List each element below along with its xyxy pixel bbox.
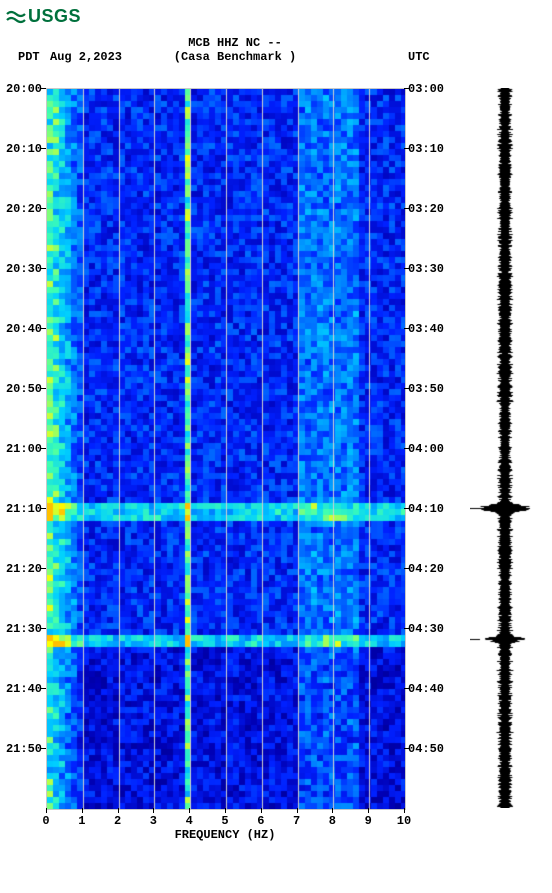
x-tick: [46, 808, 47, 813]
time-label-pdt: 21:30: [0, 622, 46, 636]
station-code: MCB HHZ NC --: [0, 36, 470, 50]
x-tick-label: 9: [353, 814, 383, 828]
usgs-logo-text: USGS: [28, 6, 81, 27]
y-tick: [404, 568, 409, 569]
y-tick: [404, 148, 409, 149]
x-tick: [261, 808, 262, 813]
x-tick: [404, 808, 405, 813]
y-tick: [41, 88, 46, 89]
x-tick: [368, 808, 369, 813]
time-label-utc: 04:20: [404, 562, 450, 576]
y-tick: [404, 208, 409, 209]
time-label-pdt: 21:00: [0, 442, 46, 456]
timezone-right: UTC: [408, 50, 430, 64]
spectrogram-canvas: [47, 89, 405, 809]
time-label-pdt: 21:50: [0, 742, 46, 756]
x-tick: [82, 808, 83, 813]
x-tick-label: 3: [138, 814, 168, 828]
x-tick-label: 4: [174, 814, 204, 828]
time-label-pdt: 21:20: [0, 562, 46, 576]
y-tick: [41, 208, 46, 209]
y-tick: [41, 508, 46, 509]
time-label-pdt: 20:30: [0, 262, 46, 276]
time-label-pdt: 20:50: [0, 382, 46, 396]
y-tick: [404, 268, 409, 269]
x-tick-label: 10: [389, 814, 419, 828]
time-label-utc: 03:20: [404, 202, 450, 216]
time-label-pdt: 21:10: [0, 502, 46, 516]
time-label-pdt: 20:00: [0, 82, 46, 96]
x-tick-label: 8: [317, 814, 347, 828]
y-tick: [404, 508, 409, 509]
time-label-pdt: 20:10: [0, 142, 46, 156]
waveform-panel: [470, 88, 540, 808]
y-tick: [404, 628, 409, 629]
y-tick: [404, 448, 409, 449]
x-tick-label: 5: [210, 814, 240, 828]
time-label-utc: 03:30: [404, 262, 450, 276]
time-label-pdt: 21:40: [0, 682, 46, 696]
time-label-utc: 03:50: [404, 382, 450, 396]
x-tick-label: 7: [282, 814, 312, 828]
time-label-pdt: 20:40: [0, 322, 46, 336]
time-label-utc: 04:30: [404, 622, 450, 636]
time-label-utc: 03:10: [404, 142, 450, 156]
y-tick: [41, 568, 46, 569]
y-tick: [404, 388, 409, 389]
x-tick: [189, 808, 190, 813]
time-label-pdt: 20:20: [0, 202, 46, 216]
time-label-utc: 03:00: [404, 82, 450, 96]
y-tick: [404, 328, 409, 329]
spectrogram-plot: [46, 88, 406, 810]
y-tick: [404, 748, 409, 749]
x-tick-label: 2: [103, 814, 133, 828]
x-tick-label: 1: [67, 814, 97, 828]
x-tick-label: 0: [31, 814, 61, 828]
time-label-utc: 04:00: [404, 442, 450, 456]
usgs-logo: USGS: [6, 6, 81, 27]
x-axis-label: FREQUENCY (HZ): [46, 828, 404, 842]
y-tick: [404, 688, 409, 689]
header-date: Aug 2,2023: [50, 50, 122, 64]
x-tick: [297, 808, 298, 813]
y-tick: [41, 268, 46, 269]
waveform-canvas: [470, 88, 540, 808]
time-label-utc: 04:10: [404, 502, 450, 516]
y-tick: [41, 628, 46, 629]
time-label-utc: 03:40: [404, 322, 450, 336]
usgs-wave-icon: [6, 8, 26, 26]
time-label-utc: 04:50: [404, 742, 450, 756]
y-tick: [41, 748, 46, 749]
y-tick: [41, 688, 46, 689]
x-tick-label: 6: [246, 814, 276, 828]
x-tick: [118, 808, 119, 813]
x-tick: [332, 808, 333, 813]
y-tick: [41, 148, 46, 149]
y-tick: [404, 88, 409, 89]
time-label-utc: 04:40: [404, 682, 450, 696]
y-tick: [41, 448, 46, 449]
y-tick: [41, 388, 46, 389]
x-tick: [153, 808, 154, 813]
x-tick: [225, 808, 226, 813]
y-tick: [41, 328, 46, 329]
timezone-left: PDT: [18, 50, 40, 64]
